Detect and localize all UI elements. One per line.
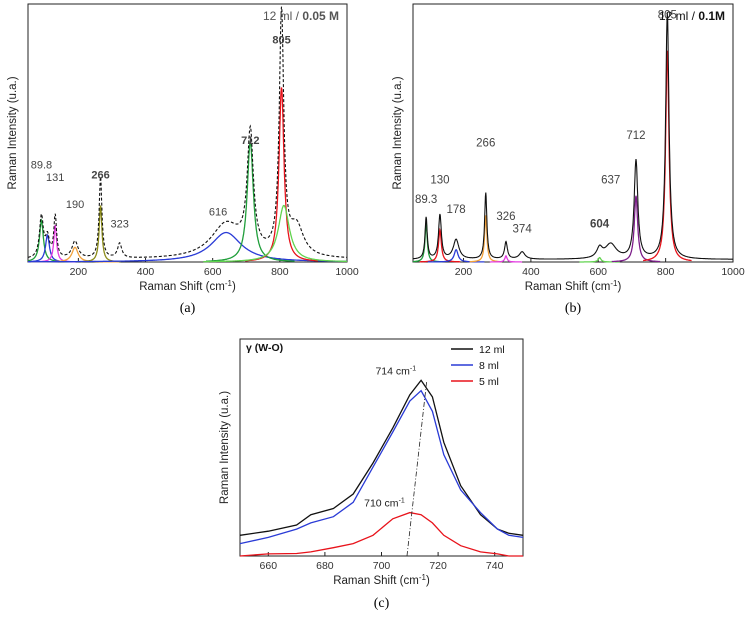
fit-component-line	[643, 50, 692, 262]
fit-component-line	[80, 205, 121, 263]
peak-annotation: 710 cm-1	[364, 498, 405, 510]
peak-label: 604	[590, 219, 610, 231]
peak-label: 89.8	[31, 160, 52, 172]
chart-title: γ (W-O)	[246, 342, 283, 354]
peak-label: 178	[447, 204, 466, 216]
x-axis-label: Raman Shift (cm-1)	[139, 279, 236, 293]
peak-annotation-sup: -1	[410, 365, 416, 372]
peak-label: 130	[430, 174, 449, 186]
x-axis-label: Raman Shift (cm-1)	[525, 279, 622, 293]
y-axis-label: Raman Intensity (u.a.)	[219, 391, 231, 504]
plot-frame	[27, 3, 348, 263]
peak-shift-guide-line	[406, 380, 428, 557]
legend-label: 12 ml	[479, 344, 505, 356]
x-tick-label: 600	[204, 266, 222, 278]
peak-annotation: 714 cm-1	[375, 365, 416, 377]
fit-component-line	[489, 255, 523, 263]
peak-label: 190	[66, 199, 84, 211]
peak-label: 266	[476, 138, 495, 150]
panel-caption: (b)	[565, 301, 582, 316]
peak-label: 805	[272, 34, 290, 46]
x-axis-label-sup: -1	[225, 279, 233, 288]
chart-panel-c: 660 680 700 720 740 Raman Shift (cm-1) Raman I…	[219, 338, 524, 611]
peak-label: 323	[110, 219, 128, 231]
x-tick-label: 800	[271, 266, 289, 278]
x-axis-label-sup: -1	[610, 279, 618, 288]
legend-label: 5 ml	[479, 376, 499, 388]
fit-component-line	[611, 195, 661, 263]
chart-panel-a: 200 400 600 800 1000 Raman Shift (cm-1) Raman …	[7, 3, 359, 316]
chart-title: 12 ml / 0.1M	[659, 9, 725, 23]
peak-label: 637	[601, 174, 620, 186]
peak-label: 326	[496, 211, 515, 223]
x-tick-label: 700	[373, 560, 391, 572]
x-tick-label: 1000	[335, 266, 359, 278]
x-tick-label: 400	[137, 266, 155, 278]
series-line	[239, 389, 524, 545]
fit-component-line	[203, 204, 347, 263]
peak-annotation-sup: -1	[399, 498, 405, 505]
fit-component-line	[206, 139, 295, 262]
experimental-spectrum-line	[413, 13, 733, 260]
x-tick-label: 400	[522, 266, 540, 278]
x-tick-label: 720	[429, 560, 447, 572]
chart-panel-b: 200 400 600 800 1000 Raman Shift (cm-1) Raman …	[392, 3, 745, 316]
legend-label: 8 ml	[479, 360, 499, 372]
peak-label: 131	[46, 172, 64, 184]
x-axis-label-end: )	[232, 281, 236, 293]
chart-title: 12 ml / 0.05 M	[263, 9, 339, 23]
x-tick-label: 740	[486, 560, 504, 572]
experimental-spectrum-line	[27, 6, 347, 258]
series-line	[239, 511, 523, 557]
panel-caption: (a)	[180, 301, 196, 316]
x-axis-label: Raman Shift (cm-1)	[333, 573, 430, 587]
peak-label: 374	[513, 224, 533, 236]
y-axis-label: Raman Intensity (u.a.)	[7, 76, 19, 189]
x-tick-label: 600	[589, 266, 607, 278]
peak-label: 712	[626, 130, 645, 142]
series-line	[239, 379, 524, 536]
peak-label: 712	[241, 135, 259, 147]
fit-component-line	[419, 227, 461, 263]
fit-component-line	[35, 224, 76, 263]
x-tick-label: 660	[260, 560, 278, 572]
fit-component-line	[28, 231, 347, 263]
x-tick-label: 200	[455, 266, 473, 278]
y-axis-label: Raman Intensity (u.a.)	[392, 76, 404, 189]
x-axis-label-end: )	[426, 575, 430, 587]
peak-label: 266	[91, 169, 109, 181]
x-axis-label-sup: -1	[419, 573, 427, 582]
plot-frame	[412, 3, 734, 263]
x-tick-label: 200	[70, 266, 88, 278]
panel-caption: (c)	[374, 596, 390, 611]
fit-component-line	[245, 87, 318, 262]
peak-label: 89.3	[415, 194, 437, 206]
x-axis-label-end: )	[617, 281, 621, 293]
chart-title-bold: 0.1M	[698, 9, 725, 23]
peak-label: 805	[658, 10, 677, 22]
x-tick-label: 800	[657, 266, 675, 278]
x-tick-label: 1000	[721, 266, 745, 278]
peak-label: 616	[209, 206, 227, 218]
x-tick-label: 680	[316, 560, 334, 572]
chart-title-bold: 0.05 M	[302, 9, 339, 23]
